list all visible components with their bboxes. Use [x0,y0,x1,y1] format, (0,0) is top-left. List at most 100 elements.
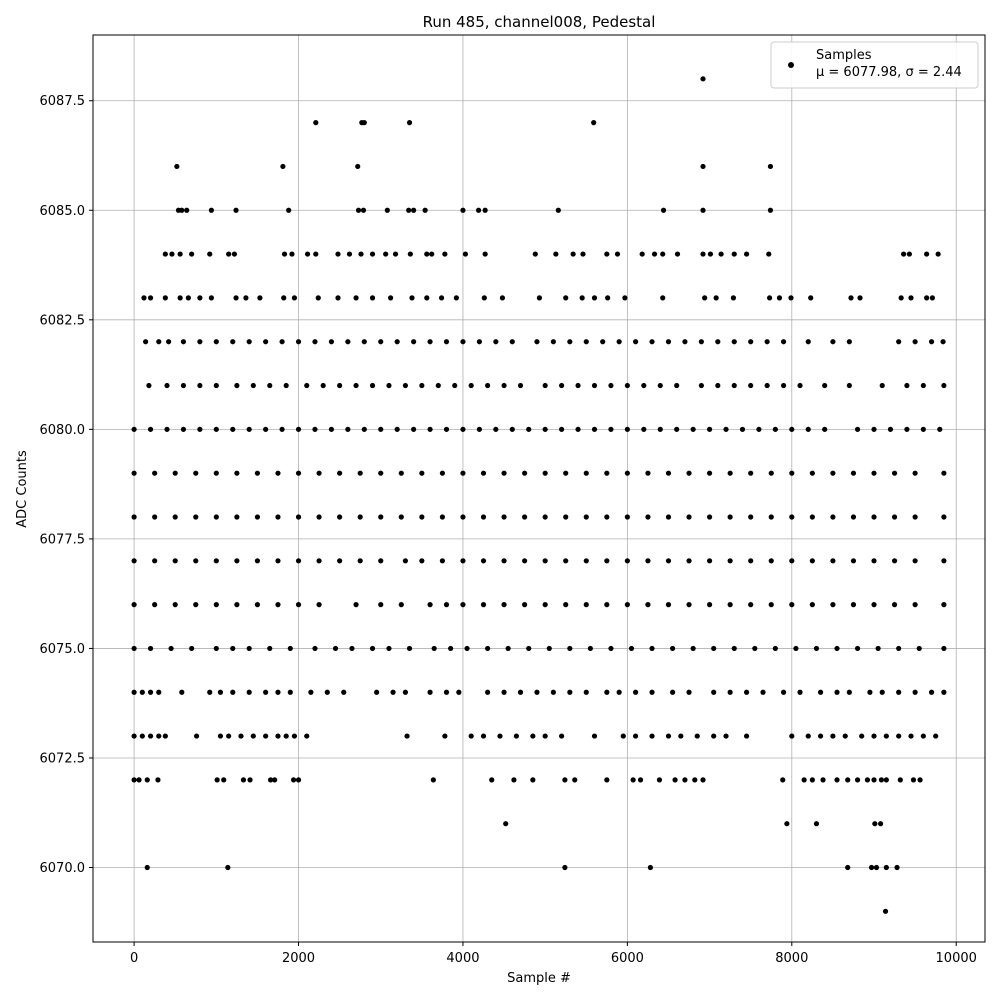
data-point [275,689,281,695]
data-point [665,470,672,476]
data-point [929,295,935,301]
data-point [503,821,509,827]
data-point [422,207,428,213]
data-point [941,602,947,608]
data-point [912,339,918,345]
data-point [822,426,828,432]
data-point [904,382,910,389]
data-point [283,382,289,389]
data-point [767,207,774,213]
data-point [723,426,729,432]
data-point [632,339,639,345]
data-point [286,207,292,213]
data-point [345,426,351,432]
data-point [706,558,713,564]
data-point [482,251,488,257]
data-point [813,645,820,652]
x-tick-label: 6000 [611,951,644,966]
data-point [845,864,851,871]
data-point [706,602,713,608]
data-point [254,558,261,564]
data-point [647,864,653,871]
data-point [234,470,240,476]
data-point [398,470,404,476]
data-point [767,163,774,170]
data-point [830,514,836,520]
data-point [534,689,540,695]
data-point [748,382,754,389]
data-point [337,514,343,520]
data-point [649,733,655,739]
data-point [809,602,815,608]
data-point [665,558,672,564]
data-point [660,295,666,301]
y-axis-ticks: 6070.0 6072.5 6075.0 6077.5 6080.0 6082.5 6085… [40,94,93,876]
data-point [570,251,576,257]
data-point [780,689,787,695]
data-point [657,426,663,432]
data-point [378,558,384,564]
data-point [144,777,150,783]
data-point [497,733,503,739]
data-point [308,689,314,695]
data-point [411,426,417,432]
data-point [357,470,363,476]
data-point [622,295,628,301]
data-point [481,295,487,301]
data-point [131,645,137,652]
data-point [780,777,786,783]
data-point [213,558,219,564]
data-point [475,207,482,213]
data-point [197,426,203,432]
data-point [692,777,698,783]
data-point [727,602,733,608]
data-point [485,689,491,695]
data-point [624,514,630,520]
data-point [567,339,573,345]
data-point [542,426,548,432]
data-point [850,514,857,520]
data-point [162,733,168,739]
data-point [419,470,425,476]
data-point [144,864,150,871]
data-point [335,251,341,257]
data-point [546,645,552,652]
data-point [830,339,836,345]
data-point [901,251,907,257]
data-point [645,470,651,476]
data-point [868,864,875,871]
data-point [830,733,836,739]
data-point [526,426,532,432]
legend-marker [788,62,794,68]
data-point [493,426,499,432]
data-point [669,689,676,695]
data-point [332,645,339,652]
data-point [357,514,363,520]
data-point [341,689,347,695]
data-point [580,251,586,257]
data-point [131,733,137,739]
data-point [686,558,692,564]
data-point [346,251,353,257]
data-point [464,645,470,652]
data-point [727,514,733,520]
data-point [361,120,367,126]
data-point [896,645,902,652]
data-point [281,295,287,301]
data-point [707,251,714,257]
data-point [917,777,923,783]
data-point [784,821,790,827]
data-point [230,689,236,695]
data-point [567,645,573,652]
data-point [817,689,824,695]
data-point [460,558,466,564]
data-point [247,777,253,783]
data-point [156,733,162,739]
data-point [941,470,947,476]
data-point [608,426,614,432]
data-point [813,821,820,827]
data-point [152,514,158,520]
data-point [295,777,302,783]
data-point [805,426,811,432]
data-point [887,426,894,432]
